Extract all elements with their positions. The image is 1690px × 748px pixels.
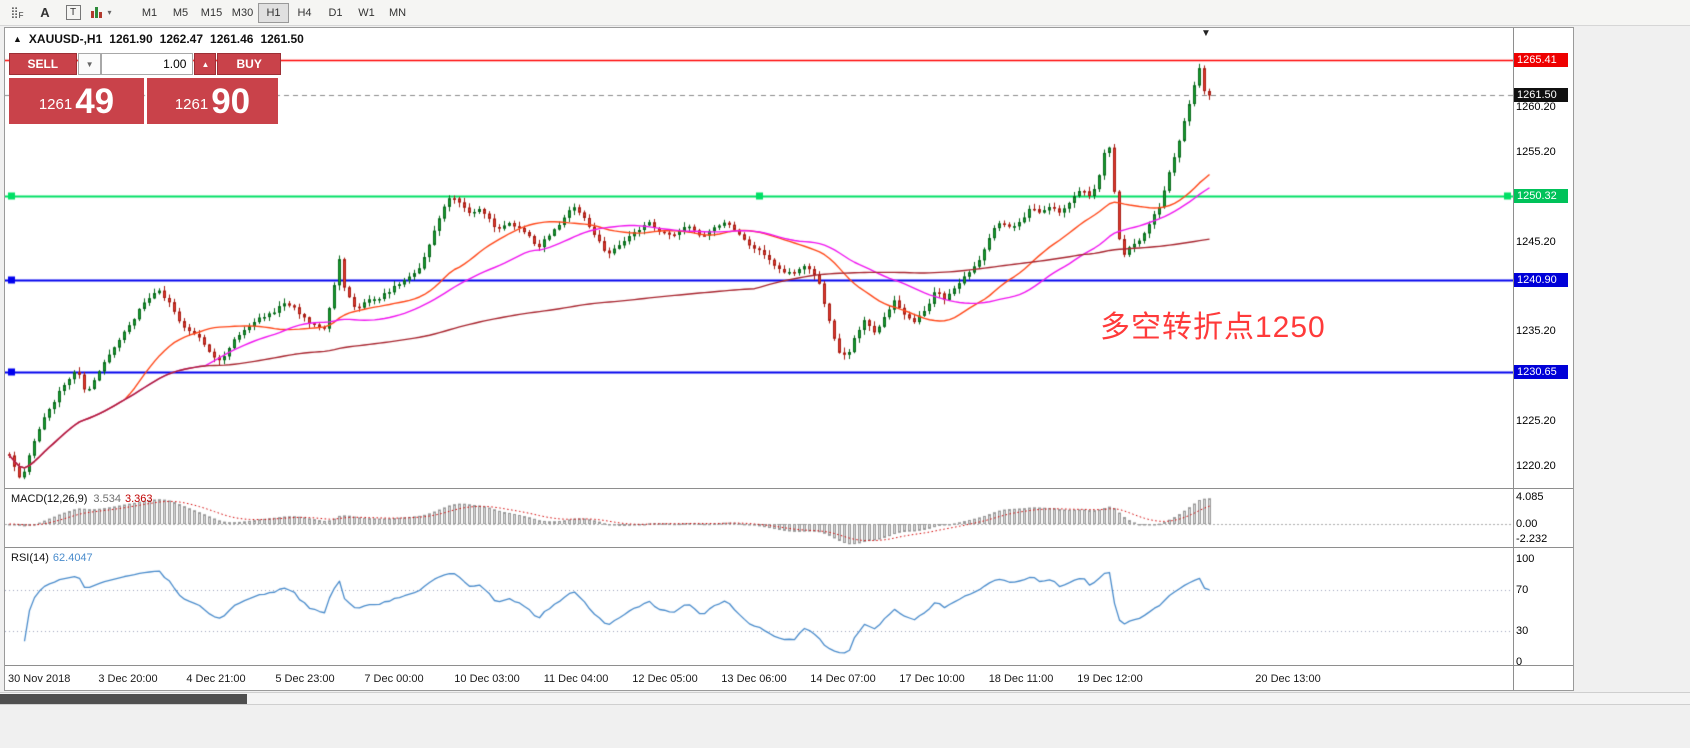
price-axis[interactable]: 1260.20 1255.20 1245.20 1235.20 1225.20 1220.… [1513, 28, 1573, 690]
timeframe-m5[interactable]: M5 [172, 6, 189, 19]
chevron-up-icon: ▲ [201, 59, 210, 69]
time-label: 5 Dec 23:00 [275, 673, 335, 685]
timeframe-group: M1 M5 M15 M30 H1 H4 D1 W1 MN [134, 2, 413, 23]
time-label: 12 Dec 05:00 [632, 673, 698, 685]
chevron-down-icon: ▼ [85, 59, 94, 69]
macd-title: MACD(12,26,9) [11, 493, 88, 505]
sell-price-small: 1261 [38, 95, 73, 113]
time-label: 7 Dec 00:00 [364, 673, 424, 685]
rsi-title: RSI(14) [11, 552, 49, 564]
time-label: 4 Dec 21:00 [186, 673, 246, 685]
axis-label-1235.20: 1235.20 [1516, 325, 1556, 338]
rsi-label: RSI(14) 62.4047 [11, 552, 93, 564]
buy-price-big: 90 [211, 81, 251, 121]
macd-canvas[interactable] [5, 489, 1513, 547]
timeframe-d1[interactable]: D1 [328, 6, 343, 19]
macd-label: MACD(12,26,9) 3.534 3.363 [11, 493, 152, 505]
chart-frame: 1260.20 1255.20 1245.20 1235.20 1225.20 1220.… [4, 27, 1574, 691]
timeframe-mn[interactable]: MN [388, 6, 407, 19]
axis-label-1220.20: 1220.20 [1516, 460, 1556, 472]
one-click-toggle-icon[interactable]: ▲ [13, 34, 22, 44]
time-label: 19 Dec 12:00 [1077, 673, 1143, 685]
macd-main-value: 3.534 [93, 493, 121, 505]
rsi-value: 62.4047 [52, 552, 93, 564]
sell-price-big: 49 [75, 81, 115, 121]
chevron-down-icon: ▾ [107, 8, 112, 17]
timeframe-h4[interactable]: H4 [297, 6, 312, 19]
panel-separator[interactable] [5, 665, 1573, 666]
volume-increase-button[interactable]: ▲ [194, 53, 217, 75]
low-value: 1261.46 [210, 32, 254, 46]
timeframe-m1[interactable]: M1 [141, 6, 158, 19]
time-label: 20 Dec 13:00 [1255, 673, 1321, 685]
open-value: 1261.90 [109, 32, 153, 46]
axis-label-1265.41: 1265.41 [1514, 53, 1568, 68]
time-label: 10 Dec 03:00 [454, 673, 520, 685]
axis-label-70: 70 [1516, 583, 1529, 596]
axis-label-0.00: 0.00 [1516, 518, 1538, 530]
chart-annotation: 多空转折点1250 [1100, 311, 1326, 344]
chart-cursor-tool-button[interactable]: ▾ [88, 2, 114, 24]
axis-label-1230.65: 1230.65 [1514, 365, 1568, 380]
time-label: 11 Dec 04:00 [543, 673, 609, 685]
axis-label-1260.20: 1260.20 [1516, 101, 1556, 113]
chart-shift-marker-icon[interactable]: ▼ [1201, 28, 1211, 39]
axis-label-1225.20: 1225.20 [1516, 415, 1556, 428]
axis-label-1245.20: 1245.20 [1516, 235, 1556, 248]
timeframe-w1[interactable]: W1 [358, 6, 375, 19]
time-axis[interactable]: 30 Nov 2018 3 Dec 20:00 4 Dec 21:00 5 Dec 2… [5, 666, 1513, 690]
buy-button[interactable]: BUY [217, 53, 281, 75]
axis-label-100: 100 [1516, 553, 1535, 565]
high-value: 1262.47 [159, 32, 204, 46]
text-tool-icon: T [65, 5, 81, 20]
axis-label-1261.50: 1261.50 [1514, 88, 1568, 103]
axis-label-1250.32: 1250.32 [1514, 188, 1568, 203]
axis-label-0: 0 [1516, 656, 1523, 668]
buy-price-small: 1261 [174, 95, 209, 113]
one-click-trading-panel: SELL ▼ ▲ BUY 1261 49 1261 90 [9, 53, 281, 124]
pattern-icon-sub: F [18, 11, 24, 20]
close-value: 1261.50 [260, 32, 304, 46]
chart-ohlc-header: ▲ XAUUSD-,H1 1261.90 1262.47 1261.46 126… [13, 32, 304, 46]
time-label: 30 Nov 2018 [8, 673, 71, 685]
sell-price-display[interactable]: 1261 49 [9, 78, 144, 124]
label-tool-icon: A [40, 5, 50, 20]
symbol-period-label: XAUUSD-,H1 [28, 32, 103, 46]
axis-label-1240.90: 1240.90 [1514, 273, 1568, 288]
axis-label-1255.20: 1255.20 [1516, 145, 1556, 158]
time-label: 13 Dec 06:00 [721, 673, 787, 685]
macd-signal-value: 3.363 [124, 493, 153, 505]
axis-label--2.232: -2.232 [1516, 532, 1548, 545]
timeframe-h1[interactable]: H1 [258, 2, 289, 23]
rsi-canvas[interactable] [5, 548, 1513, 665]
toolbar: ⣿ F A T ▾ M1 M5 M15 M30 H1 H4 D1 W1 MN [0, 0, 1690, 26]
scrollbar-thumb[interactable] [0, 694, 247, 704]
timeframe-m15[interactable]: M15 [200, 6, 223, 19]
mini-chart-icon [91, 7, 103, 18]
pattern-icon: ⣿ [10, 7, 19, 19]
time-label: 14 Dec 07:00 [810, 673, 876, 685]
time-label: 3 Dec 20:00 [98, 673, 158, 685]
axis-label-4.085: 4.085 [1516, 490, 1544, 503]
panel-separator[interactable] [5, 488, 1573, 489]
sell-button[interactable]: SELL [9, 53, 77, 75]
volume-dropdown-button[interactable]: ▼ [77, 53, 102, 75]
volume-input[interactable] [101, 53, 194, 75]
horizontal-scrollbar[interactable] [0, 692, 1690, 705]
buy-price-display[interactable]: 1261 90 [147, 78, 278, 124]
timeframe-m30[interactable]: M30 [231, 6, 254, 19]
label-tool-button[interactable]: A [32, 2, 58, 24]
time-label: 18 Dec 11:00 [988, 673, 1054, 685]
axis-label-30: 30 [1516, 625, 1529, 638]
text-tool-button[interactable]: T [60, 2, 86, 24]
pattern-tool-button[interactable]: ⣿ F [4, 2, 30, 24]
panel-separator[interactable] [5, 547, 1573, 548]
time-label: 17 Dec 10:00 [899, 673, 965, 685]
